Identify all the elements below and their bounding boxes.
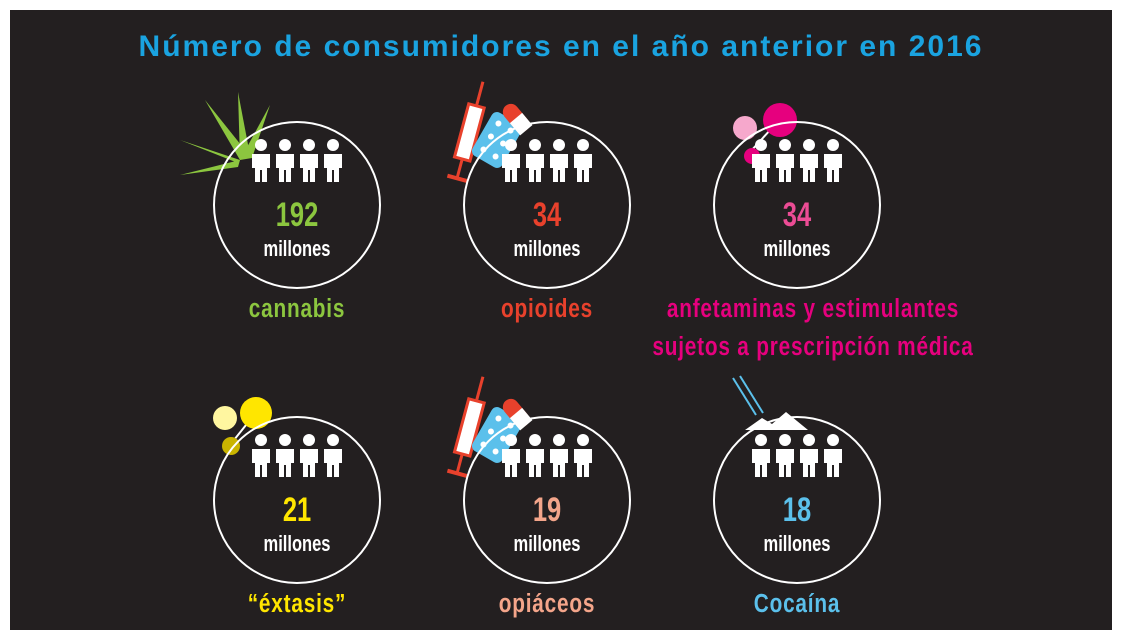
person-body: [252, 449, 270, 477]
people: [252, 139, 342, 182]
person-body: [550, 449, 568, 477]
person-head: [553, 139, 565, 151]
people: [502, 139, 592, 182]
person-body: [800, 154, 818, 182]
person-body: [550, 154, 568, 182]
person-head: [327, 434, 339, 446]
person-head: [827, 139, 839, 151]
person-body: [574, 154, 592, 182]
value: 34: [783, 197, 812, 234]
ring: [713, 416, 881, 584]
unit: millones: [264, 237, 331, 262]
person-head: [327, 139, 339, 151]
value: 19: [533, 492, 561, 529]
person-head: [279, 434, 291, 446]
ring: [213, 416, 381, 584]
value: 34: [533, 197, 562, 234]
person-body: [776, 449, 794, 477]
person-head: [827, 434, 839, 446]
person-head: [577, 434, 589, 446]
ring: [213, 121, 381, 289]
unit: millones: [264, 532, 331, 557]
unit: millones: [764, 532, 831, 557]
person-head: [505, 434, 517, 446]
person-body: [526, 449, 544, 477]
person-head: [279, 139, 291, 151]
ring: [463, 121, 631, 289]
amphetamine-icon: [733, 103, 797, 164]
drug-label: opioides: [501, 294, 593, 323]
ring: [463, 416, 631, 584]
person-body: [502, 154, 520, 182]
person-head: [255, 139, 267, 151]
person-body: [752, 449, 770, 477]
ecstasy-icon: [213, 397, 272, 455]
people: [252, 434, 342, 477]
drug-label: opiáceos: [499, 589, 596, 618]
drug-label: Cocaína: [754, 589, 840, 618]
person-head: [529, 139, 541, 151]
title: Número de consumidores en el año anterio…: [139, 30, 984, 63]
person-body: [252, 154, 270, 182]
person-body: [824, 449, 842, 477]
person-body: [324, 154, 342, 182]
person-body: [574, 449, 592, 477]
person-body: [300, 154, 318, 182]
person-body: [276, 154, 294, 182]
person-body: [276, 449, 294, 477]
people: [752, 434, 842, 477]
drug-label: “éxtasis”: [248, 589, 347, 618]
person-body: [776, 154, 794, 182]
person-head: [755, 139, 767, 151]
drug-label: cannabis: [249, 294, 346, 323]
unit: millones: [514, 237, 581, 262]
person-head: [529, 434, 541, 446]
person-body: [824, 154, 842, 182]
person-head: [803, 139, 815, 151]
person-head: [303, 434, 315, 446]
person-head: [779, 434, 791, 446]
drug-label: anfetaminas y estimulantes: [667, 294, 959, 323]
person-head: [755, 434, 767, 446]
person-head: [553, 434, 565, 446]
unit: millones: [764, 237, 831, 262]
people: [752, 139, 842, 182]
person-body: [800, 449, 818, 477]
drug-label: sujetos a prescripción médica: [652, 332, 973, 361]
value: 21: [283, 492, 311, 529]
person-body: [502, 449, 520, 477]
person-head: [255, 434, 267, 446]
person-body: [526, 154, 544, 182]
ring: [713, 121, 881, 289]
person-head: [505, 139, 517, 151]
person-head: [803, 434, 815, 446]
person-head: [303, 139, 315, 151]
person-body: [300, 449, 318, 477]
person-body: [324, 449, 342, 477]
person-head: [577, 139, 589, 151]
value: 192: [276, 197, 319, 234]
value: 18: [783, 492, 811, 529]
person-body: [752, 154, 770, 182]
people: [502, 434, 592, 477]
person-head: [779, 139, 791, 151]
unit: millones: [514, 532, 581, 557]
background: [10, 10, 1112, 630]
